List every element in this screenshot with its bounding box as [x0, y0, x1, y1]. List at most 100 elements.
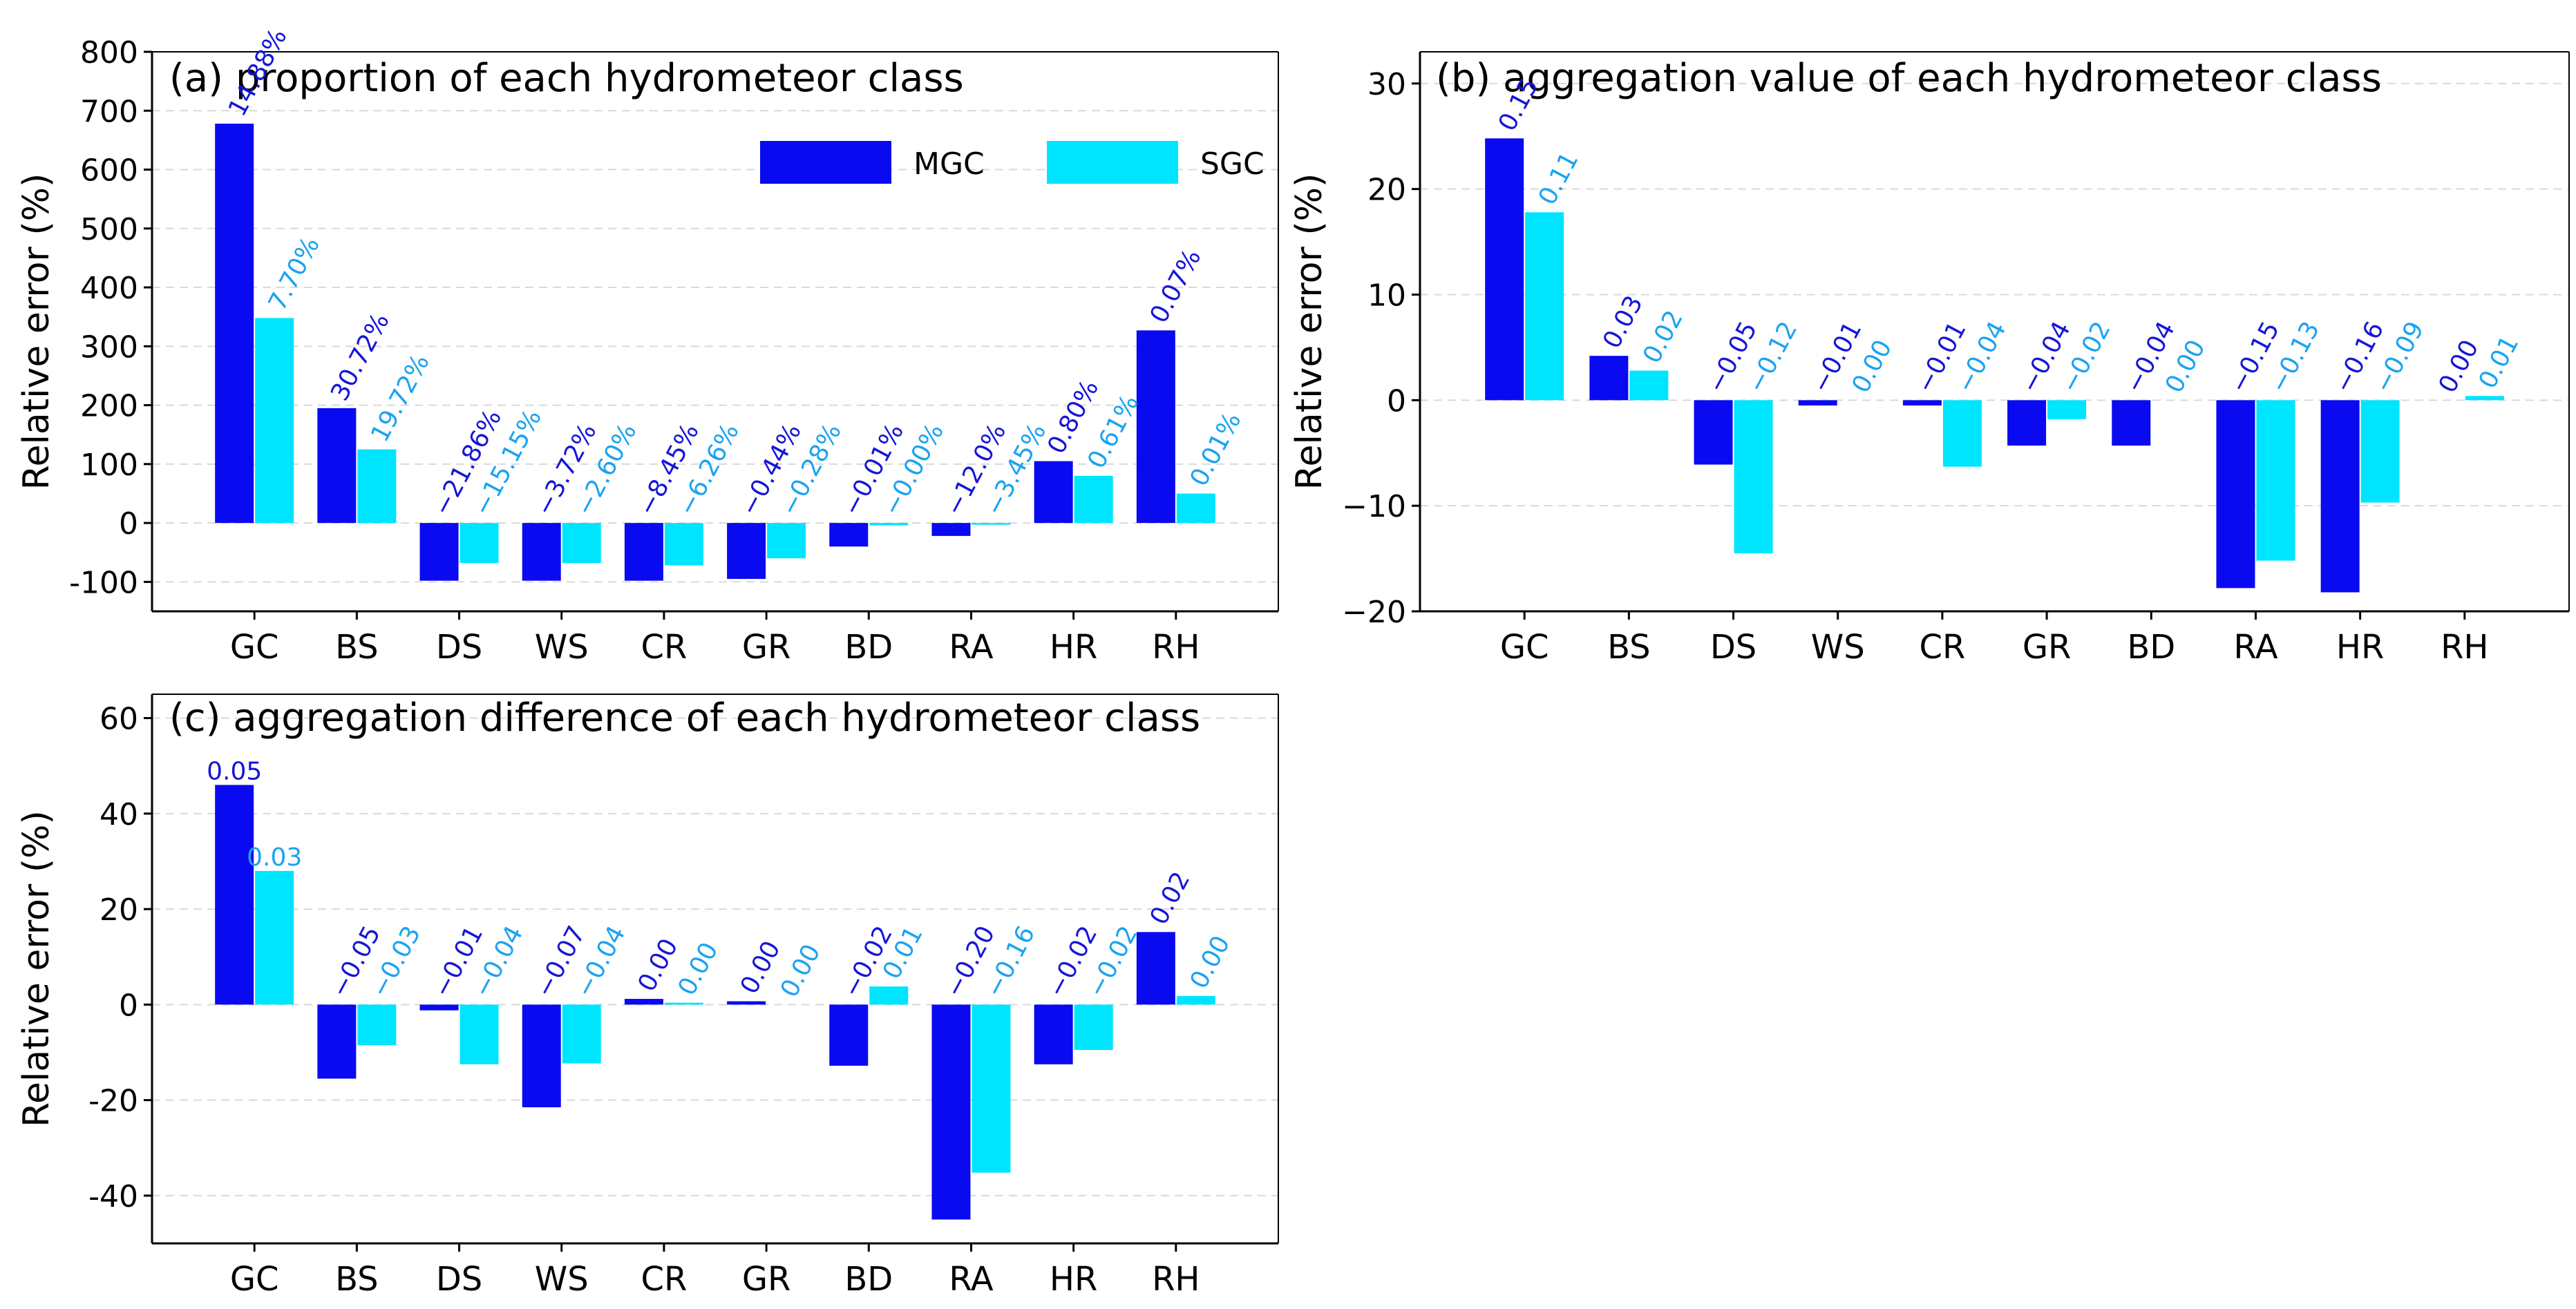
x-tick-label: GC: [1500, 628, 1549, 667]
bar-mgc-bd: [2112, 400, 2151, 446]
bar-sgc-hr: [1074, 475, 1113, 524]
y-tick-label: −10: [1342, 489, 1406, 524]
bar-mgc-gc: [1485, 138, 1524, 401]
bar-sgc-gr: [2047, 400, 2087, 419]
x-tick-label: GC: [230, 628, 279, 667]
bar-mgc-ws: [1798, 400, 1837, 405]
legend-label-sgc: SGC: [1200, 146, 1265, 182]
bar-sgc-gc: [1525, 212, 1564, 401]
y-tick-label: -20: [88, 1084, 138, 1119]
bar-mgc-ws: [522, 523, 561, 581]
data-label-sgc: 7.70%: [263, 232, 325, 315]
x-tick-label: DS: [436, 1260, 482, 1299]
data-label-sgc: 19.72%: [366, 350, 435, 446]
x-tick-label: CR: [641, 1260, 687, 1299]
y-tick-label: 600: [80, 153, 138, 189]
bar-mgc-cr: [624, 523, 663, 581]
bar-mgc-bs: [317, 408, 357, 524]
data-label-sgc: 0.01: [2474, 331, 2525, 393]
x-tick-label: GC: [230, 1260, 279, 1299]
bar-sgc-rh: [1176, 493, 1215, 524]
x-tick-label: BD: [844, 628, 893, 667]
data-label-mgc: 0.02: [1145, 867, 1196, 929]
x-tick-label: DS: [1710, 628, 1756, 667]
x-tick-label: GR: [742, 1260, 791, 1299]
x-tick-label: DS: [436, 628, 482, 667]
bar-sgc-bs: [357, 449, 397, 524]
legend-swatch-mgc: [760, 141, 891, 184]
data-label-sgc: 0.01%: [1185, 408, 1247, 490]
bar-mgc-gc: [215, 124, 254, 524]
x-tick-label: HR: [1050, 628, 1097, 667]
data-label-mgc: 0.03: [1598, 291, 1649, 353]
bar-mgc-gc: [215, 785, 254, 1005]
x-tick-label: WS: [535, 628, 589, 667]
bar-mgc-bs: [317, 1004, 357, 1079]
y-tick-label: 0: [119, 988, 138, 1023]
y-tick-label: 20: [1367, 173, 1406, 208]
bar-sgc-cr: [1942, 400, 1982, 467]
data-label-sgc: 0.00: [1185, 931, 1236, 993]
bar-sgc-gc: [255, 870, 294, 1005]
x-tick-label: BD: [2127, 628, 2175, 667]
bar-sgc-ws: [562, 523, 601, 564]
bar-mgc-hr: [2320, 400, 2360, 593]
y-axis-label: Relative error (%): [16, 173, 57, 490]
bar-sgc-cr: [664, 523, 703, 566]
bar-sgc-rh: [1176, 995, 1215, 1005]
bar-sgc-rh: [2465, 396, 2504, 401]
bar-mgc-hr: [1034, 461, 1073, 524]
y-tick-label: 200: [80, 389, 138, 424]
bar-mgc-ds: [419, 523, 459, 581]
bar-mgc-bd: [829, 523, 869, 547]
bar-sgc-hr: [1074, 1004, 1113, 1051]
bar-mgc-hr: [1034, 1004, 1073, 1064]
x-tick-label: CR: [641, 628, 687, 667]
bar-mgc-gr: [727, 1001, 766, 1005]
bar-mgc-rh: [1136, 330, 1175, 524]
bar-sgc-ds: [1734, 400, 1773, 553]
bar-mgc-bd: [829, 1004, 869, 1066]
x-tick-label: HR: [1050, 1260, 1097, 1299]
y-tick-label: 60: [100, 702, 138, 737]
y-tick-label: 500: [80, 212, 138, 247]
data-label-sgc: 0.11: [1533, 148, 1584, 210]
x-tick-label: WS: [535, 1260, 589, 1299]
y-tick-label: 0: [119, 506, 138, 542]
panel-title: (b) aggregation value of each hydrometeo…: [1436, 56, 2382, 101]
y-tick-label: 10: [1367, 278, 1406, 314]
data-label-mgc: 0.00: [2434, 336, 2485, 398]
y-tick-label: 400: [80, 271, 138, 306]
data-label-sgc: 0.03: [247, 843, 302, 872]
x-tick-label: BS: [1607, 628, 1651, 667]
x-tick-label: GR: [2023, 628, 2072, 667]
bar-mgc-ds: [1694, 400, 1733, 465]
x-tick-label: RA: [949, 1260, 993, 1299]
x-tick-label: RA: [949, 628, 993, 667]
bar-mgc-ra: [931, 1004, 971, 1220]
bar-sgc-bd: [869, 986, 909, 1005]
bar-mgc-ra: [931, 523, 971, 536]
bar-sgc-bs: [357, 1004, 397, 1046]
legend-swatch-sgc: [1047, 141, 1178, 184]
y-axis-label: Relative error (%): [1289, 173, 1330, 490]
y-axis-label: Relative error (%): [16, 810, 57, 1127]
y-tick-label: -40: [88, 1179, 138, 1214]
data-label-mgc: 30.72%: [325, 309, 395, 405]
bar-mgc-ds: [419, 1004, 459, 1011]
legend-label-mgc: MGC: [913, 146, 985, 182]
x-tick-label: WS: [1811, 628, 1865, 667]
y-tick-label: 700: [80, 94, 138, 129]
y-tick-label: 100: [80, 448, 138, 483]
bar-sgc-gr: [767, 523, 806, 559]
bar-sgc-bd: [869, 523, 909, 526]
bar-mgc-cr: [1902, 400, 1942, 405]
x-tick-label: BS: [335, 1260, 379, 1299]
y-tick-label: −20: [1342, 595, 1406, 630]
panel-title: (c) aggregation difference of each hydro…: [169, 696, 1200, 741]
bar-sgc-ds: [460, 523, 499, 564]
bar-sgc-hr: [2360, 400, 2400, 503]
x-tick-label: RH: [1152, 628, 1200, 667]
y-tick-label: 800: [80, 35, 138, 70]
